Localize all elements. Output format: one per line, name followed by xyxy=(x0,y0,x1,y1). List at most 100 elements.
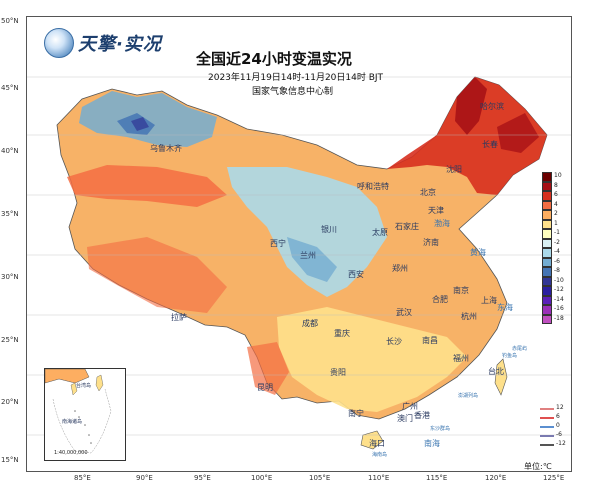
xinjiang-cool-area xyxy=(79,91,217,147)
legend-swatch xyxy=(542,257,552,267)
legend-swatch xyxy=(542,210,552,220)
lon-label: 90°E xyxy=(136,474,153,482)
city-label: 南昌 xyxy=(422,336,438,345)
legend-swatch xyxy=(542,200,552,210)
city-label: 合肥 xyxy=(432,295,448,304)
sea-label: 东海 xyxy=(497,303,513,312)
lon-label: 115°E xyxy=(426,474,448,482)
city-label: 乌鲁木齐 xyxy=(150,144,182,153)
city-label: 南京 xyxy=(453,286,469,295)
lon-label: 120°E xyxy=(485,474,507,482)
island-label: 东沙群岛 xyxy=(430,426,451,432)
logo-text: 天擎·实况 xyxy=(78,34,162,55)
city-label: 银川 xyxy=(321,225,337,234)
map-title: 全国近24小时变温实况 xyxy=(196,50,352,68)
city-label: 天津 xyxy=(428,206,444,215)
legend-label: -6 xyxy=(554,257,560,265)
city-label: 广州 xyxy=(402,402,418,411)
legend-swatch xyxy=(542,248,552,258)
legend-label: -12 xyxy=(554,286,564,293)
legend-label: -10 xyxy=(554,276,564,284)
line-legend-swatch xyxy=(540,417,554,419)
city-label: 成都 xyxy=(302,319,318,328)
city-label: 香港 xyxy=(414,411,430,420)
island-label: 赤尾屿 xyxy=(512,346,528,352)
city-label: 贵阳 xyxy=(330,368,346,377)
lat-label: 15°N xyxy=(1,456,19,464)
city-label: 昆明 xyxy=(257,383,273,392)
city-label: 长春 xyxy=(482,140,498,149)
legend-swatch xyxy=(542,172,552,182)
legend-swatch xyxy=(542,286,552,296)
legend-label: -2 xyxy=(554,238,560,246)
line-legend-label: 6 xyxy=(556,413,560,420)
city-label: 太原 xyxy=(372,228,388,237)
lat-label: 35°N xyxy=(1,210,19,218)
line-legend-swatch xyxy=(540,435,554,437)
lon-label: 95°E xyxy=(194,474,211,482)
city-label: 沈阳 xyxy=(446,165,462,174)
legend-swatch xyxy=(542,276,552,286)
hainan-island xyxy=(360,430,384,450)
legend-label: -1 xyxy=(554,229,560,236)
city-label: 澳门 xyxy=(397,414,413,423)
city-label: 北京 xyxy=(420,188,436,197)
legend-swatch xyxy=(542,191,552,201)
sea-label: 黄海 xyxy=(470,248,486,257)
city-label: 台北 xyxy=(488,367,504,376)
legend-label: 6 xyxy=(554,191,558,198)
taiwan-island xyxy=(494,358,508,396)
city-label: 海口 xyxy=(369,439,385,448)
inset-label: 南海诸岛 xyxy=(62,419,83,425)
line-legend-row: 6 xyxy=(536,413,576,423)
legend-swatch xyxy=(542,219,552,229)
city-label: 石家庄 xyxy=(395,222,419,231)
legend-label: 10 xyxy=(554,172,562,179)
lat-label: 50°N xyxy=(1,17,19,25)
tianqing-logo: 天擎·实况 xyxy=(44,28,162,58)
line-legend-row: 0 xyxy=(536,422,576,432)
legend-label: 4 xyxy=(554,200,558,208)
legend-label: -8 xyxy=(554,267,560,274)
lon-label: 125°E xyxy=(543,474,565,482)
city-label: 长沙 xyxy=(386,337,402,346)
legend-label: -16 xyxy=(554,305,564,312)
legend-label: -4 xyxy=(554,248,560,255)
lat-label: 40°N xyxy=(1,147,19,155)
legend-label: 2 xyxy=(554,210,558,217)
legend-swatch xyxy=(542,314,552,324)
city-label: 西安 xyxy=(348,270,364,279)
legend-swatch xyxy=(542,229,552,239)
line-legend-row: -12 xyxy=(536,440,576,450)
city-label: 武汉 xyxy=(396,308,412,317)
line-legend-label: -6 xyxy=(556,431,562,438)
line-legend-swatch xyxy=(540,426,554,428)
sea-label: 渤海 xyxy=(434,219,450,228)
lon-label: 110°E xyxy=(368,474,390,482)
city-label: 兰州 xyxy=(300,251,316,260)
sea-label: 南海 xyxy=(424,439,440,448)
lon-label: 100°E xyxy=(251,474,273,482)
city-label: 拉萨 xyxy=(171,313,187,322)
line-legend-swatch xyxy=(540,408,554,410)
legend-swatch xyxy=(542,238,552,248)
map-subtitle: 2023年11月19日14时-11月20日14时 BJT xyxy=(208,73,384,83)
city-label: 济南 xyxy=(423,238,439,247)
lat-label: 20°N xyxy=(1,398,19,406)
lat-label: 30°N xyxy=(1,273,19,281)
lon-label: 105°E xyxy=(309,474,331,482)
lon-label: 85°E xyxy=(74,474,91,482)
line-legend-row: -6 xyxy=(536,431,576,441)
line-legend-label: 0 xyxy=(556,422,560,429)
city-label: 哈尔滨 xyxy=(480,102,504,111)
legend-swatch xyxy=(542,295,552,305)
color-legend: 10 8 6 4 2 1 -1 -2 -4 -6 -8 -10 -12 -14 -16 -18 xyxy=(542,172,564,324)
unit-label: 单位:℃ xyxy=(524,462,552,471)
northeast-warm-area xyxy=(387,77,547,195)
line-legend-label: 12 xyxy=(556,404,564,411)
line-legend-label: -12 xyxy=(556,440,566,447)
lat-label: 25°N xyxy=(1,336,19,344)
island-label: 钓鱼岛 xyxy=(502,353,518,359)
city-label: 郑州 xyxy=(392,264,408,273)
city-label: 重庆 xyxy=(334,329,350,338)
